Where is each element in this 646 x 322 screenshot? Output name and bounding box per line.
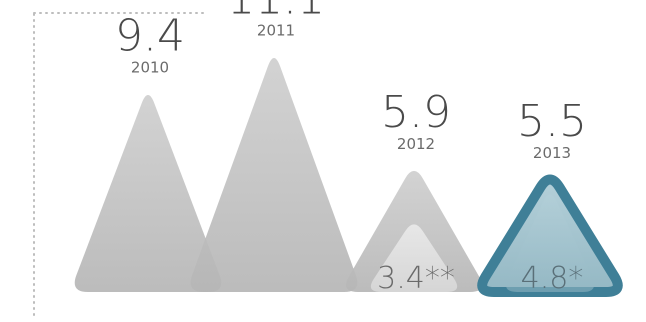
value-label-2010: 9.4 (115, 11, 185, 62)
inner-triangle-mark-2012 (370, 224, 458, 292)
category-label-2010: 2010 (131, 59, 169, 77)
inner-triangle-mark-2013 (505, 194, 595, 292)
value-label-2011: 11.1 (227, 0, 325, 25)
category-label-2011: 2011 (257, 22, 295, 40)
value-label-2012: 5.9 (381, 87, 451, 138)
inner-value-label-2013: 4.8* (521, 261, 584, 296)
category-label-2012: 2012 (397, 135, 435, 153)
value-label-2013: 5.5 (517, 96, 587, 147)
triangle-mark-2010 (74, 95, 222, 292)
triangle-mark-2011 (190, 57, 358, 292)
inner-value-label-2012: 3.4** (377, 261, 455, 296)
category-label-2013: 2013 (533, 144, 571, 162)
